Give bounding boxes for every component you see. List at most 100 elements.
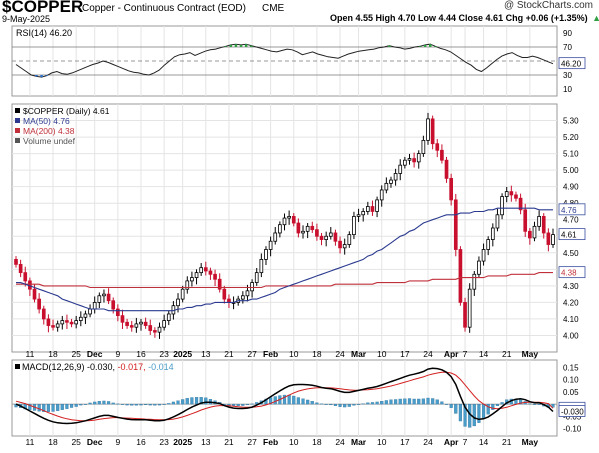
macd-histogram-bar bbox=[407, 398, 412, 405]
candle-body bbox=[282, 217, 287, 226]
candle-body bbox=[222, 288, 227, 300]
candle-body bbox=[333, 232, 338, 242]
macd-histogram-bar bbox=[181, 399, 185, 405]
candle-body bbox=[532, 225, 537, 239]
macd-histogram-bar bbox=[255, 402, 259, 405]
candle-body bbox=[129, 325, 134, 328]
macd-histogram-bar bbox=[412, 398, 416, 405]
macd-histogram-bar bbox=[417, 398, 421, 405]
price-date-label: 17 bbox=[400, 349, 410, 359]
quote-summary: Open 4.55 High 4.70 Low 4.44 Close 4.61 … bbox=[330, 13, 599, 23]
candle-body bbox=[504, 191, 509, 197]
candle-body bbox=[185, 280, 190, 290]
candle-body bbox=[301, 230, 305, 234]
macd-date-label: Dec bbox=[87, 437, 103, 447]
candle-body bbox=[166, 313, 171, 321]
price-badge bbox=[558, 266, 586, 279]
rsi-tick-label: 10 bbox=[563, 85, 572, 94]
candle-body bbox=[463, 301, 467, 328]
macd-histogram-bar bbox=[444, 403, 449, 405]
macd-histogram-bar bbox=[153, 403, 157, 406]
candle-body bbox=[259, 259, 264, 274]
macd-histogram-bar bbox=[69, 403, 74, 408]
macd-histogram-bar bbox=[236, 403, 240, 406]
candle-body bbox=[324, 235, 328, 240]
macd-histogram-bar bbox=[287, 394, 291, 405]
macd-histogram-bar bbox=[398, 398, 402, 405]
macd-histogram-bar bbox=[528, 403, 532, 405]
exchange-label: CME bbox=[262, 3, 285, 14]
macd-histogram-bar bbox=[199, 397, 203, 405]
price-tick-label: 4.90 bbox=[563, 183, 579, 192]
price-tick-label: 5.00 bbox=[563, 166, 579, 175]
candle-body bbox=[78, 316, 83, 321]
macd-histogram-bar bbox=[116, 403, 120, 405]
candle-body bbox=[477, 260, 481, 275]
macd-histogram-bar bbox=[37, 403, 41, 412]
macd-histogram-bar bbox=[273, 396, 277, 405]
macd-histogram-bar bbox=[60, 403, 64, 410]
macd-histogram-bar bbox=[88, 402, 92, 405]
macd-date-label: Mar bbox=[351, 437, 367, 447]
candle-body bbox=[199, 267, 204, 274]
macd-histogram-bar bbox=[519, 399, 523, 405]
rsi-value-badge-text: 46.20 bbox=[561, 60, 582, 69]
candle-body bbox=[370, 206, 375, 212]
macd-tick-label: -0.10 bbox=[563, 425, 582, 434]
candle-body bbox=[523, 209, 528, 232]
macd-tick-label: 0.15 bbox=[563, 363, 579, 372]
candle-body bbox=[495, 214, 500, 229]
macd-panel: 0.15 0.10 0.05 -0.05 -0.10 MACD(12,26,9) -0.0… bbox=[11, 359, 586, 437]
price-date-label: Mar bbox=[351, 349, 367, 359]
candle-body bbox=[41, 308, 46, 320]
candle-body bbox=[449, 177, 453, 201]
macd-tick-label: 0.05 bbox=[563, 388, 579, 397]
price-date-label: Feb bbox=[263, 349, 278, 359]
instrument-name: Copper - Continuous Contract (EOD) bbox=[82, 3, 246, 14]
legend-swatch bbox=[15, 118, 20, 123]
candle-body bbox=[69, 321, 74, 325]
candle-body bbox=[375, 199, 379, 212]
rsi-tick-label: 70 bbox=[563, 43, 572, 52]
candle-body bbox=[509, 191, 514, 196]
price-date-label: 24 bbox=[335, 349, 345, 359]
candle-body bbox=[412, 158, 416, 163]
candle-body bbox=[162, 320, 166, 328]
candle-body bbox=[92, 301, 97, 310]
candle-body bbox=[356, 214, 361, 217]
price-date-label: 16 bbox=[136, 349, 146, 359]
macd-histogram-bar bbox=[144, 403, 148, 406]
legend-swatch bbox=[15, 128, 20, 133]
price-date-label: 18 bbox=[312, 349, 322, 359]
macd-histogram-bar bbox=[329, 403, 333, 406]
price-date-label: 10 bbox=[289, 349, 299, 359]
price-date-label: Apr bbox=[444, 349, 459, 359]
legend-swatch bbox=[15, 138, 20, 143]
candle-body bbox=[305, 225, 310, 232]
candle-body bbox=[116, 308, 120, 317]
candle-body bbox=[287, 216, 291, 219]
candle-body bbox=[111, 300, 116, 310]
price-date-label: 13 bbox=[201, 349, 211, 359]
macd-histogram-bar bbox=[463, 403, 467, 427]
macd-histogram-bar bbox=[454, 403, 458, 414]
candle-body bbox=[65, 320, 69, 323]
macd-histogram-bar bbox=[83, 403, 88, 405]
candle-body bbox=[403, 159, 407, 166]
price-date-label: 18 bbox=[48, 349, 58, 359]
macd-legend: MACD(12,26,9) -0.030, -0.017, -0.014 bbox=[22, 362, 174, 372]
price-date-label: Dec bbox=[87, 349, 103, 359]
price-date-label: 2025 bbox=[173, 349, 192, 359]
price-date-label: 11 bbox=[25, 349, 34, 359]
candle-body bbox=[551, 234, 555, 245]
macd-histogram-bar bbox=[250, 403, 254, 405]
macd-tick-label: -0.05 bbox=[563, 412, 582, 421]
candle-body bbox=[490, 227, 495, 240]
macd-histogram-bar bbox=[384, 400, 388, 405]
candle-body bbox=[467, 288, 472, 328]
candle-body bbox=[407, 158, 412, 161]
candle-body bbox=[139, 321, 143, 325]
candle-body bbox=[342, 244, 347, 249]
candle-body bbox=[310, 225, 315, 231]
price-tick-label: 5.20 bbox=[563, 133, 579, 142]
